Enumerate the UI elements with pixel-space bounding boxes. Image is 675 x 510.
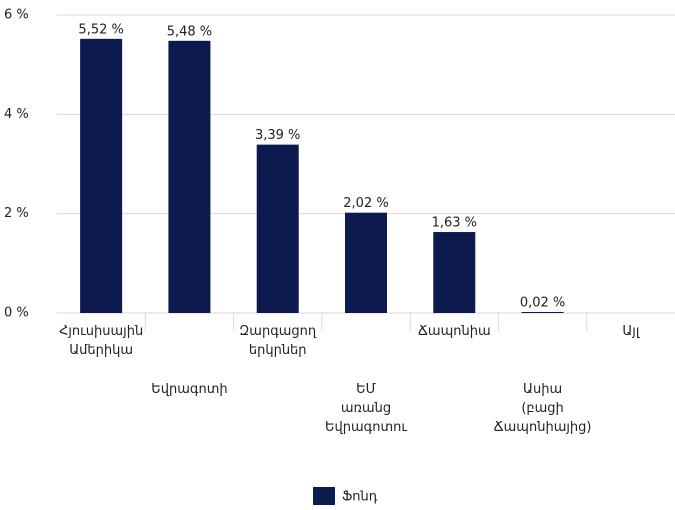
data-label: 5,48 % — [167, 24, 212, 39]
x-tick-label: ԵՄ առանց Եվրագոտու — [325, 382, 407, 435]
x-tick-label: Հյուսիսային Ամերիկա — [59, 324, 144, 358]
y-tick-label: 6 % — [4, 8, 29, 23]
x-tick-label: Եվրագոտի — [151, 382, 228, 397]
legend-label: Ֆոնդ — [342, 490, 378, 505]
x-tick-label: Այլ — [622, 324, 640, 339]
legend-swatch — [313, 487, 335, 505]
bar — [256, 144, 299, 313]
data-label: 2,02 % — [343, 196, 388, 211]
y-tick-label: 2 % — [4, 206, 29, 221]
bar — [521, 312, 564, 313]
bar — [433, 232, 476, 313]
bar — [80, 38, 123, 314]
x-tick-label: Ասիա (բացի Ճապոնիայից) — [493, 382, 592, 435]
data-label: 3,39 % — [255, 128, 300, 143]
x-tick-label: Ճապոնիա — [417, 324, 491, 339]
data-label: 5,52 % — [78, 22, 123, 37]
y-tick-label: 0 % — [4, 306, 29, 321]
y-tick-label: 4 % — [4, 107, 29, 122]
data-label: 0,02 % — [520, 296, 565, 311]
bar — [168, 40, 211, 314]
bar — [345, 212, 387, 313]
data-label: 1,63 % — [432, 216, 477, 231]
x-tick-label: Զարգացող երկրներ — [239, 324, 317, 358]
